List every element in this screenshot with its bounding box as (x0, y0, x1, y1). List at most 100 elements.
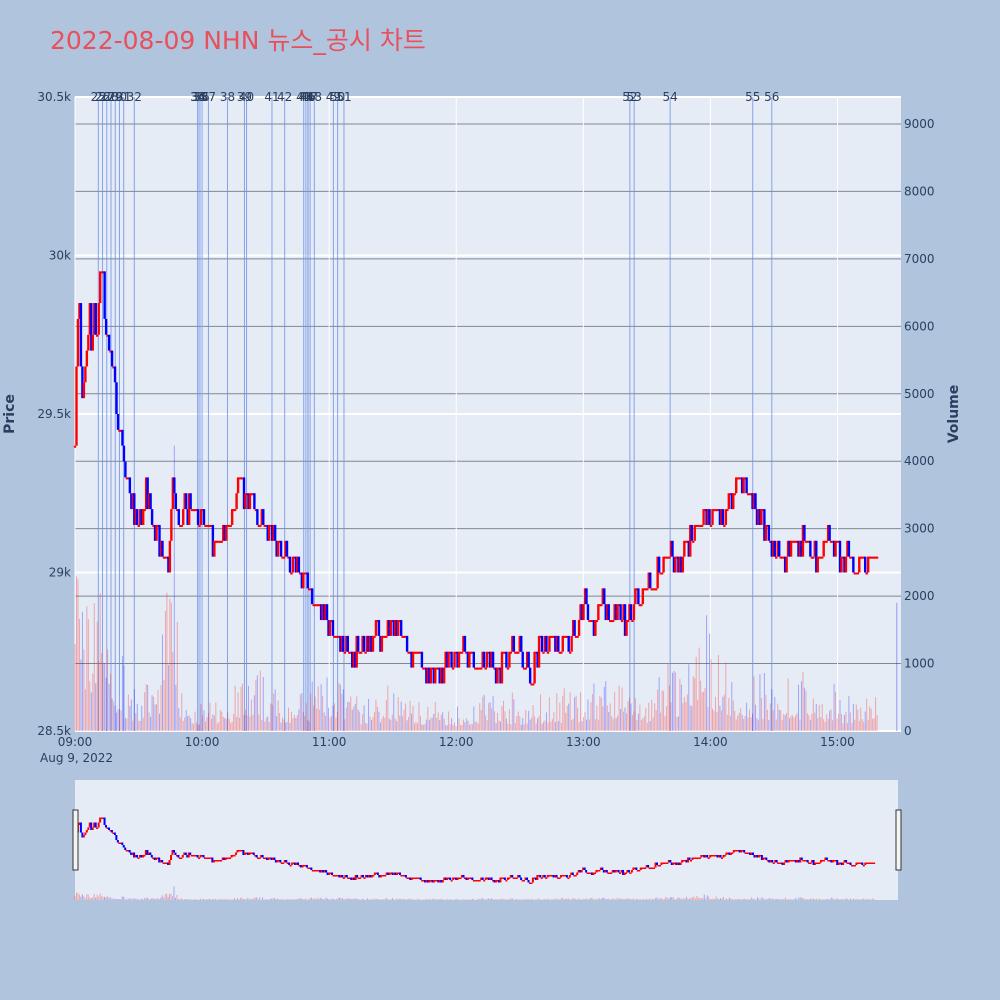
news-marker-label: 36 (194, 90, 209, 104)
range-slider-candle (96, 827, 99, 829)
range-slider-candle (602, 870, 605, 873)
price-candle (460, 651, 464, 654)
range-slider-candle (220, 860, 223, 862)
price-candle (742, 477, 745, 494)
range-slider-candle (845, 860, 848, 863)
range-slider-candle (193, 855, 196, 857)
range-slider-candle (137, 857, 140, 859)
range-slider-left-handle[interactable] (72, 809, 79, 871)
range-slider-right-handle[interactable] (895, 809, 902, 871)
price-candle (118, 429, 121, 432)
price-candle (358, 651, 361, 654)
range-slider-candle (595, 870, 598, 873)
range-slider-candle (524, 877, 527, 880)
price-candle (754, 493, 757, 510)
price-candle (273, 524, 277, 541)
price-candle (140, 509, 143, 525)
news-marker-label: 33 (190, 90, 205, 104)
range-slider-candle (707, 857, 710, 859)
price-candle (487, 651, 490, 654)
price-candle (819, 556, 822, 559)
price-candle (534, 651, 538, 654)
range-slider-candle (858, 862, 861, 864)
range-slider-candle (223, 857, 226, 860)
price-candle (500, 651, 504, 684)
range-slider-candle (257, 857, 260, 859)
price-candle (650, 588, 653, 591)
range-slider-candle (682, 860, 685, 862)
range-slider-candle (124, 847, 127, 850)
price-candle (365, 635, 369, 652)
price-candle (379, 635, 382, 652)
volume-tick-label: 4000 (904, 454, 935, 468)
price-candle (505, 651, 508, 668)
price-candle (96, 334, 99, 337)
range-slider-candle (357, 877, 360, 879)
price-candle (131, 493, 135, 510)
price-candle (480, 667, 483, 670)
price-candle (398, 620, 401, 623)
price-candle (345, 635, 348, 652)
price-candle (859, 556, 862, 559)
price-candle (635, 588, 639, 591)
price-candle (411, 651, 415, 668)
range-slider-candle (214, 860, 217, 862)
price-candle (204, 524, 207, 527)
range-slider-candle (298, 865, 301, 867)
news-marker-label: 47 (302, 90, 317, 104)
range-slider-candle (661, 862, 664, 864)
range-slider-candle (871, 862, 874, 864)
range-slider-candle (301, 865, 304, 868)
price-candle (690, 524, 693, 541)
price-candle (757, 509, 760, 525)
price-candle (760, 509, 763, 525)
price-candle (457, 651, 461, 668)
range-slider-candle (734, 850, 737, 852)
price-candle (586, 604, 590, 621)
price-candle (647, 572, 650, 589)
price-candle (699, 524, 702, 527)
range-slider-candle (415, 877, 418, 879)
news-marker-label: 55 (745, 90, 760, 104)
price-candle (370, 635, 373, 652)
range-slider-candle (453, 877, 456, 879)
price-candle (571, 620, 575, 636)
price-candle (263, 524, 266, 527)
price-candle (445, 651, 449, 668)
range-slider-candle (93, 822, 96, 828)
price-candle (278, 540, 281, 543)
range-slider[interactable] (72, 780, 902, 900)
range-slider-candle (245, 852, 248, 854)
range-slider-candle (787, 860, 790, 863)
range-slider-candle (819, 860, 822, 863)
price-candle (506, 667, 510, 670)
price-candle (315, 604, 318, 607)
price-candle (362, 635, 366, 652)
price-candle (843, 556, 846, 573)
range-slider-candle (424, 880, 427, 883)
range-slider-candle (500, 877, 503, 879)
range-slider-candle (718, 855, 721, 858)
price-candle (81, 366, 84, 399)
range-slider-candle (684, 860, 687, 862)
volume-tick-label: 9000 (904, 117, 935, 131)
range-slider-candle (273, 857, 276, 860)
range-slider-candle (348, 877, 351, 879)
date-label: Aug 9, 2022 (40, 751, 113, 765)
news-marker-label: 54 (663, 90, 678, 104)
range-slider-candle (605, 870, 608, 873)
price-candle (337, 635, 341, 638)
price-candle (420, 651, 424, 668)
range-slider-candle (558, 877, 561, 879)
range-slider-candle (465, 877, 468, 880)
price-candle (684, 540, 688, 543)
range-slider-candle (539, 875, 542, 878)
range-slider-candle (175, 855, 178, 857)
range-slider-candle (852, 865, 855, 867)
price-candle (233, 509, 237, 512)
news-marker-lines (97, 97, 773, 731)
price-candle (546, 651, 550, 654)
price-candle (726, 509, 729, 512)
price-candle (417, 651, 421, 654)
